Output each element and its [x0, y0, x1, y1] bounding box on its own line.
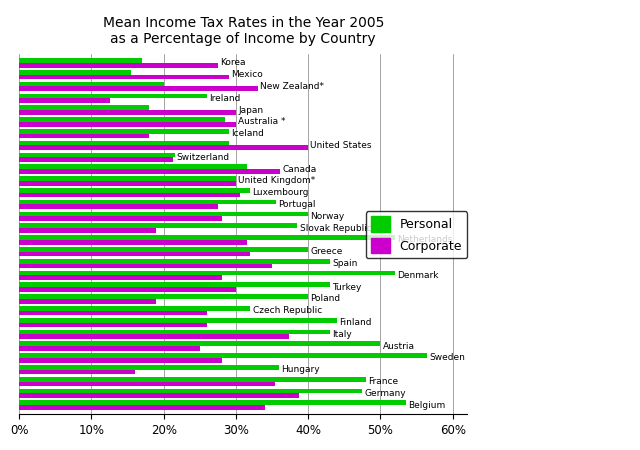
Text: Slovak Republic: Slovak Republic [300, 224, 371, 233]
Bar [19, 86, 258, 91]
Bar [19, 193, 239, 198]
Bar [19, 204, 218, 209]
Bar [19, 235, 395, 240]
Title: Mean Income Tax Rates in the Year 2005
as a Percentage of Income by Country: Mean Income Tax Rates in the Year 2005 a… [102, 16, 384, 46]
Bar [19, 70, 131, 75]
Bar [19, 200, 276, 204]
Text: Korea: Korea [220, 58, 246, 68]
Bar [19, 122, 236, 126]
Bar [19, 110, 236, 115]
Bar [19, 169, 280, 174]
Text: France: France [368, 377, 398, 386]
Bar [19, 134, 149, 139]
Bar [19, 129, 228, 134]
Bar [19, 181, 236, 185]
Text: Czech Republic: Czech Republic [253, 306, 322, 315]
Bar [19, 346, 200, 351]
Bar [19, 247, 308, 252]
Bar [19, 105, 149, 110]
Text: Australia *: Australia * [238, 117, 285, 126]
Text: United Kingdom*: United Kingdom* [238, 176, 316, 185]
Bar [19, 259, 330, 264]
Text: Switzerland: Switzerland [177, 153, 230, 162]
Bar [19, 283, 330, 287]
Bar [19, 358, 221, 363]
Bar [19, 176, 236, 181]
Bar [19, 82, 164, 86]
Bar [19, 275, 221, 280]
Text: Greece: Greece [310, 247, 343, 256]
Bar [19, 188, 250, 193]
Text: Sweden: Sweden [429, 353, 465, 362]
Bar [19, 98, 109, 103]
Text: Iceland: Iceland [231, 129, 264, 138]
Text: Finland: Finland [339, 318, 372, 327]
Bar [19, 334, 289, 339]
Text: Turkey: Turkey [332, 283, 362, 292]
Bar [19, 306, 250, 310]
Text: Luxembourg: Luxembourg [253, 188, 309, 197]
Text: Hungary: Hungary [282, 365, 320, 374]
Bar [19, 63, 218, 68]
Bar [19, 287, 236, 292]
Bar [19, 212, 308, 216]
Text: United States: United States [310, 141, 372, 150]
Legend: Personal, Corporate: Personal, Corporate [366, 212, 467, 258]
Bar [19, 365, 279, 370]
Bar [19, 342, 381, 346]
Text: Ireland: Ireland [209, 94, 241, 103]
Bar [19, 329, 330, 334]
Text: Canada: Canada [282, 165, 316, 174]
Bar [19, 393, 299, 398]
Bar [19, 141, 228, 145]
Bar [19, 382, 275, 386]
Bar [19, 145, 308, 150]
Bar [19, 370, 135, 374]
Bar [19, 400, 406, 405]
Text: Belgium: Belgium [408, 400, 445, 410]
Text: Japan: Japan [238, 106, 263, 115]
Text: Netherlands: Netherlands [397, 235, 452, 244]
Text: New Zealand*: New Zealand* [260, 82, 324, 91]
Text: Germany: Germany [365, 389, 406, 398]
Bar [19, 405, 265, 410]
Bar [19, 377, 366, 382]
Text: Spain: Spain [332, 259, 358, 268]
Bar [19, 270, 395, 275]
Text: Mexico: Mexico [231, 70, 262, 79]
Bar [19, 252, 250, 256]
Bar [19, 299, 157, 304]
Bar [19, 94, 207, 98]
Bar [19, 318, 337, 323]
Bar [19, 158, 173, 162]
Bar [19, 310, 207, 315]
Bar [19, 240, 247, 245]
Bar [19, 75, 228, 79]
Bar [19, 117, 225, 122]
Text: Italy: Italy [332, 330, 352, 339]
Bar [19, 164, 247, 169]
Bar [19, 58, 142, 63]
Text: Poland: Poland [310, 294, 340, 303]
Text: Portugal: Portugal [278, 200, 316, 209]
Bar [19, 264, 272, 268]
Text: Austria: Austria [383, 342, 415, 351]
Bar [19, 353, 428, 358]
Bar [19, 323, 207, 327]
Text: Denmark: Denmark [397, 271, 438, 280]
Bar [19, 216, 221, 221]
Bar [19, 153, 175, 158]
Bar [19, 223, 298, 228]
Text: Norway: Norway [310, 212, 345, 221]
Bar [19, 389, 362, 393]
Bar [19, 294, 308, 299]
Bar [19, 228, 157, 233]
